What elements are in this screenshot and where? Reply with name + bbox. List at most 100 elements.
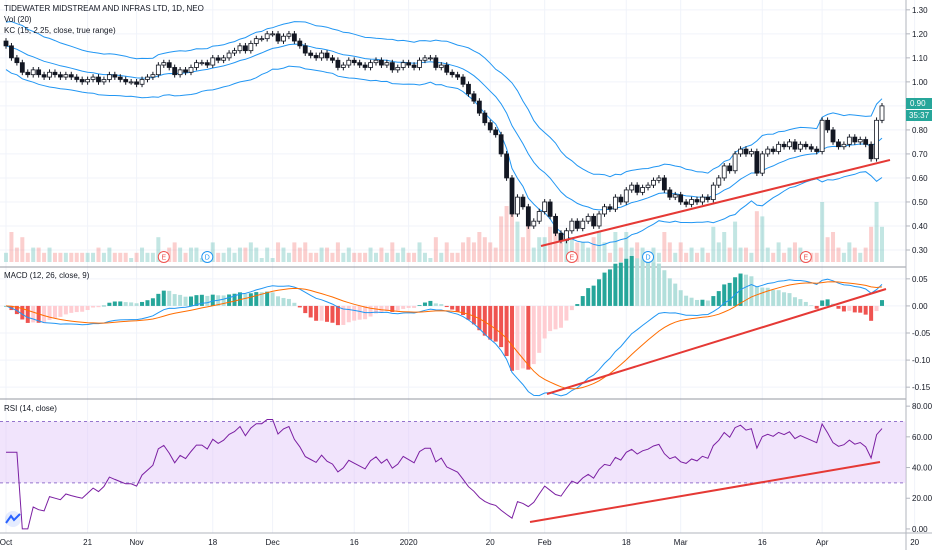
volume-bar bbox=[156, 237, 161, 262]
volume-bar bbox=[140, 247, 145, 262]
volume-bar bbox=[227, 247, 232, 262]
candle-body bbox=[645, 184, 651, 188]
volume-bar bbox=[711, 226, 716, 262]
volume-bar bbox=[14, 247, 19, 262]
candle-body bbox=[166, 62, 172, 68]
volume-bar bbox=[412, 252, 417, 262]
tradingview-logo-icon[interactable] bbox=[5, 511, 21, 527]
candle-body bbox=[781, 143, 787, 148]
candle-body bbox=[123, 79, 129, 83]
candle-body bbox=[612, 196, 618, 210]
volume-bar bbox=[42, 252, 47, 262]
macd-hist-bar bbox=[357, 305, 362, 320]
candle-body bbox=[705, 196, 711, 200]
macd-hist-bar bbox=[455, 305, 460, 312]
volume-bar bbox=[352, 252, 357, 262]
volume-bar bbox=[787, 247, 792, 262]
volume-bar bbox=[613, 232, 618, 262]
macd-lines bbox=[5, 278, 883, 397]
candle-body bbox=[466, 83, 471, 95]
macd-hist-bar bbox=[352, 305, 357, 321]
volume-bar bbox=[145, 252, 150, 262]
macd-hist-bar bbox=[613, 263, 618, 306]
candle-body bbox=[128, 81, 134, 84]
volume-bar bbox=[118, 252, 123, 262]
candle-body bbox=[765, 148, 771, 155]
macd-hist-bar bbox=[569, 305, 574, 311]
volume-bar bbox=[618, 247, 623, 262]
candle-body bbox=[335, 59, 341, 68]
macd-hist-bar bbox=[145, 300, 150, 306]
macd-hist-bar bbox=[205, 295, 210, 306]
volume-bar bbox=[782, 252, 787, 262]
macd-hist-bar bbox=[743, 274, 748, 306]
volume-bar bbox=[254, 247, 259, 262]
macd-hist-bar bbox=[548, 305, 553, 332]
candle-body bbox=[340, 64, 346, 68]
time-axis[interactable]: Oct21Nov18Dec16202020Feb18Mar16Apr20May1… bbox=[0, 538, 932, 547]
macd-hist-bar bbox=[47, 305, 52, 321]
candle-body bbox=[395, 67, 401, 71]
y-tick-label: 1.00 bbox=[912, 78, 928, 87]
candle-body bbox=[629, 184, 635, 191]
macd-indicator-label[interactable]: MACD (12, 26, close, 9) bbox=[4, 271, 90, 280]
candle-body bbox=[411, 64, 417, 68]
event-badge-earnings bbox=[799, 251, 812, 263]
macd-hist-bar bbox=[504, 305, 509, 357]
candle-body bbox=[857, 139, 863, 143]
macd-hist-bar bbox=[646, 261, 651, 306]
macd-hist-bar bbox=[172, 294, 177, 306]
volume-indicator-label[interactable]: Vol (20) bbox=[4, 15, 32, 24]
macd-hist-bar bbox=[760, 287, 765, 306]
macd-hist-bar bbox=[847, 305, 852, 311]
volume-bar bbox=[433, 237, 438, 262]
volume-bar bbox=[749, 252, 754, 262]
macd-hist-bar bbox=[297, 305, 302, 308]
chart-title: TIDEWATER MIDSTREAM AND INFRAS LTD, 1D, … bbox=[4, 4, 204, 13]
volume-bar bbox=[270, 258, 275, 262]
current-price-tag bbox=[906, 98, 932, 109]
y-tick-label: 0.60 bbox=[912, 174, 928, 183]
volume-bar bbox=[96, 247, 101, 262]
candle-body bbox=[836, 141, 841, 148]
volume-bar bbox=[727, 247, 732, 262]
volume-bar bbox=[439, 252, 444, 262]
candle-body bbox=[400, 62, 406, 68]
volume-bar bbox=[406, 252, 411, 262]
kc-upper-line bbox=[5, 20, 883, 178]
candle-body bbox=[498, 134, 504, 155]
candle-body bbox=[830, 129, 836, 143]
macd-hist-bar bbox=[586, 288, 591, 306]
macd-hist-bar bbox=[553, 305, 558, 330]
event-badge-label: E bbox=[803, 255, 808, 262]
macd-hist-bar bbox=[477, 305, 482, 331]
volume-bar bbox=[831, 232, 836, 262]
volume-bar bbox=[129, 258, 134, 262]
macd-hist-bar bbox=[346, 305, 351, 323]
candle-body bbox=[727, 165, 733, 172]
candle-body bbox=[188, 67, 194, 73]
candle-body bbox=[651, 179, 656, 186]
volume-bar bbox=[771, 252, 776, 262]
candle-body bbox=[30, 69, 36, 76]
macd-hist-bar bbox=[765, 287, 770, 306]
y-tick-label: 1.10 bbox=[912, 54, 928, 63]
candle-body bbox=[596, 213, 602, 227]
macd-hist-bar bbox=[167, 290, 172, 306]
price-trendline[interactable] bbox=[540, 159, 891, 247]
kc-indicator-label[interactable]: KC (15, 2.25, close, true range) bbox=[4, 26, 116, 35]
candle-body bbox=[803, 143, 809, 148]
candle-body bbox=[25, 71, 31, 76]
rsi-indicator-label[interactable]: RSI (14, close) bbox=[4, 404, 57, 413]
candle-body bbox=[155, 64, 161, 76]
macd-hist-bar bbox=[564, 305, 569, 321]
volume-bar bbox=[591, 237, 596, 262]
volume-bar bbox=[858, 252, 863, 262]
rsi-trendline[interactable] bbox=[529, 461, 881, 523]
volume-bar bbox=[172, 242, 177, 262]
macd-hist-bar bbox=[858, 305, 863, 313]
macd-hist-bar bbox=[428, 300, 433, 306]
macd-hist-bar bbox=[684, 295, 689, 306]
macd-trendline[interactable] bbox=[546, 288, 887, 395]
